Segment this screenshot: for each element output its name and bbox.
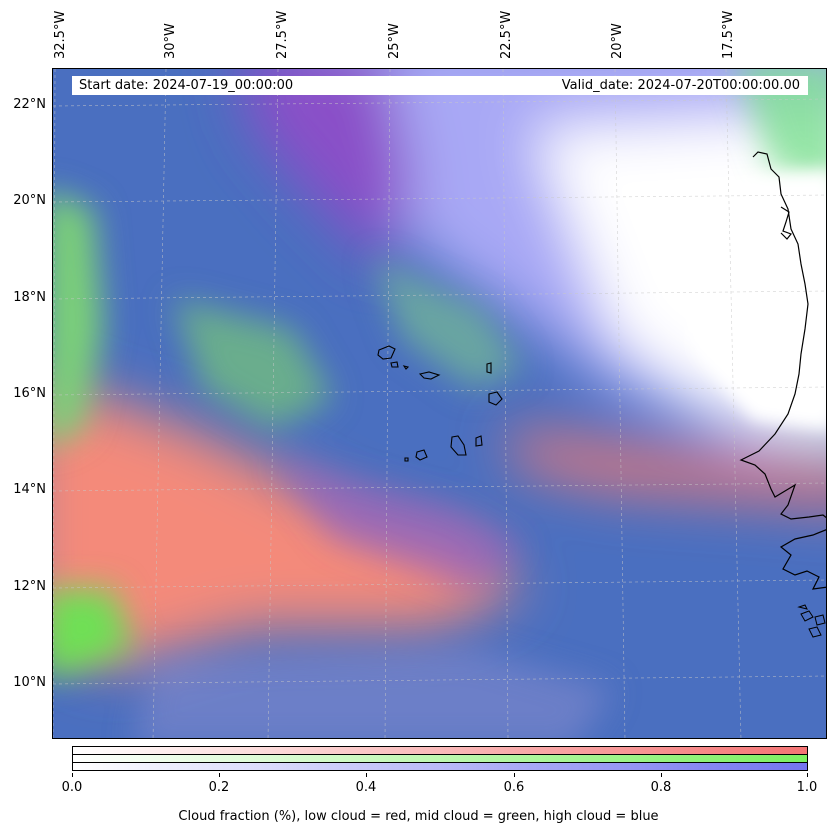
colorbar-tick-2 xyxy=(366,773,367,777)
colorbar xyxy=(72,746,808,773)
lon-label-27-5w: 27.5°W xyxy=(275,10,290,59)
colorbar-tick-4 xyxy=(661,773,662,777)
western-sahara-inlet xyxy=(780,206,792,240)
start-date-label: Start date: 2024-07-19_00:00:00 xyxy=(79,78,294,93)
lon-label-22-5w: 22.5°W xyxy=(499,10,514,59)
colorbar-tick-label-1: 0.2 xyxy=(208,780,230,795)
lat-label-22n: 22°N xyxy=(13,97,46,112)
colorbar-label: Cloud fraction (%), low cloud = red, mid… xyxy=(178,809,659,824)
purple-band xyxy=(238,69,413,269)
lat-label-10n: 10°N xyxy=(13,675,46,690)
lon-label-25w: 25°W xyxy=(387,23,402,59)
africa-coastline-south xyxy=(779,529,826,590)
lon-label-32-5w: 32.5°W xyxy=(53,10,68,59)
colorbar-tick-0 xyxy=(72,773,73,777)
lat-label-18n: 18°N xyxy=(13,290,46,305)
map-gridlines xyxy=(53,69,826,738)
lat-label-20n: 20°N xyxy=(13,193,46,208)
lat-label-12n: 12°N xyxy=(13,579,46,594)
lat-label-14n: 14°N xyxy=(13,482,46,497)
low-cloud-region xyxy=(53,379,523,669)
island-sal xyxy=(486,362,492,374)
colorbar-tick-3 xyxy=(514,773,515,777)
colorbar-tick-5 xyxy=(807,773,808,777)
cape-verde-islands xyxy=(377,345,503,462)
colorbar-tick-label-0: 0.0 xyxy=(61,780,83,795)
colorbar-tick-label-2: 0.4 xyxy=(355,780,377,795)
island-sao-vicente xyxy=(390,361,399,368)
island-boa-vista xyxy=(488,391,503,406)
colorbar-tick-label-4: 0.8 xyxy=(650,780,672,795)
mid-cloud-diagonal xyxy=(373,259,523,389)
purple-patch-middle xyxy=(273,459,523,589)
island-brava xyxy=(404,457,409,462)
colorbar-tick-1 xyxy=(219,773,220,777)
valid-date-label: Valid_date: 2024-07-20T00:00:00.00 xyxy=(561,78,800,93)
lon-label-17-5w: 17.5°W xyxy=(721,10,736,59)
lat-label-16n: 16°N xyxy=(13,386,46,401)
colorbar-tick-label-5: 1.0 xyxy=(796,780,818,795)
low-cloud-band-right xyxy=(503,429,826,506)
island-santa-luzia xyxy=(402,365,410,370)
lower-haze xyxy=(135,649,613,738)
mid-cloud-left-edge xyxy=(53,193,103,444)
island-santo-antao xyxy=(377,345,396,360)
cloud-fraction-map xyxy=(53,69,826,738)
mid-cloud-bottom-left xyxy=(53,589,133,677)
island-maio xyxy=(475,435,483,447)
island-sao-nicolau xyxy=(418,371,441,380)
bijagos-islands xyxy=(797,604,826,638)
lon-label-30w: 30°W xyxy=(163,23,178,59)
lon-label-20w: 20°W xyxy=(610,23,625,59)
colorbar-tick-label-3: 0.6 xyxy=(503,780,525,795)
island-santiago xyxy=(450,435,467,456)
mid-cloud-center xyxy=(173,299,333,429)
mid-cloud-top-right xyxy=(736,69,826,185)
island-fogo xyxy=(415,449,428,461)
map-frame xyxy=(52,68,827,739)
colorbar-high-cloud xyxy=(72,762,808,771)
date-bar: Start date: 2024-07-19_00:00:00 Valid_da… xyxy=(72,76,808,95)
africa-coastline xyxy=(739,151,826,520)
